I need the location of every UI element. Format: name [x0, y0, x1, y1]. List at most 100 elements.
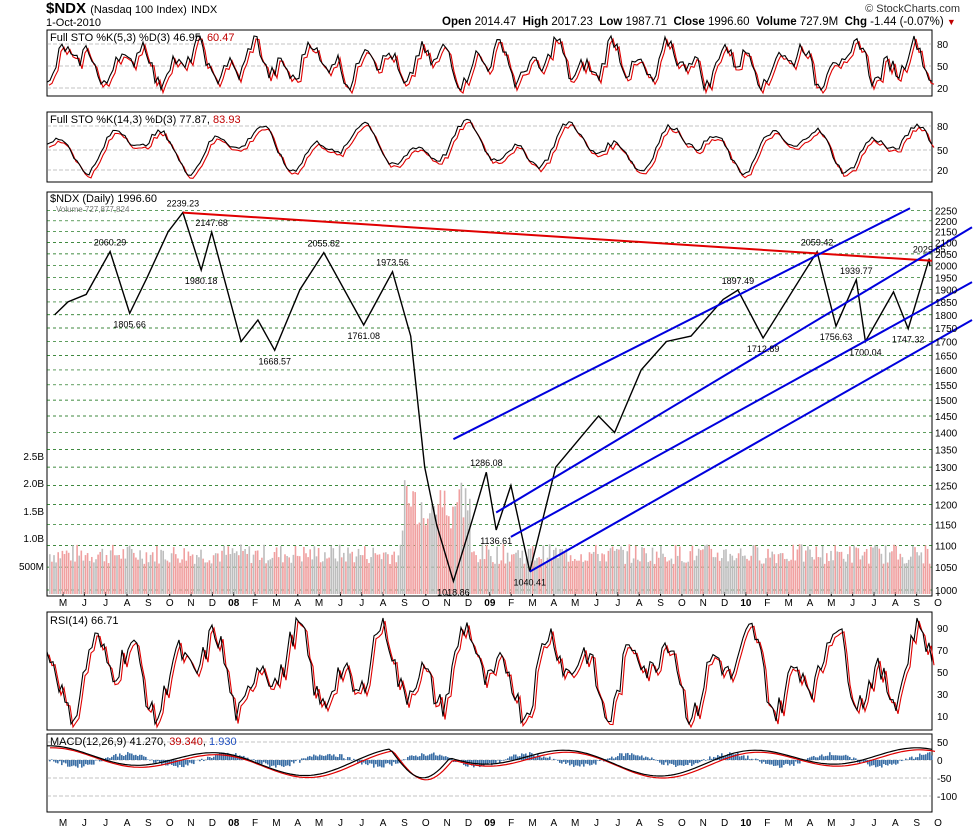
volume-bar — [626, 551, 629, 594]
macd-histogram-bar — [133, 755, 135, 760]
volume-bar — [874, 545, 876, 594]
volume-bar — [597, 553, 599, 594]
macd-histogram-bar — [693, 760, 695, 765]
price-tick: 2000 — [935, 261, 958, 272]
macd-histogram-bar — [925, 754, 927, 760]
macd-histogram-bar — [129, 753, 131, 760]
macd-histogram-bar — [863, 760, 865, 763]
volume-bar — [219, 561, 221, 594]
volume-bar — [471, 552, 473, 594]
volume-bar — [672, 563, 675, 594]
macd-histogram-bar — [379, 760, 381, 767]
volume-bar — [645, 553, 647, 594]
macd-histogram-bar — [727, 754, 729, 760]
volume-bar — [920, 552, 923, 594]
ohlc-readout: Open 2014.47 High 2017.23 Low 1987.71 Cl… — [442, 16, 956, 28]
volume-bar — [122, 549, 125, 594]
volume-bar — [217, 553, 219, 594]
month-label: D — [209, 598, 216, 609]
volume-bar — [769, 557, 771, 594]
volume-bar — [895, 545, 897, 594]
macd-tick: 0 — [937, 756, 943, 767]
macd-histogram-bar — [303, 758, 305, 760]
month-label: A — [892, 598, 899, 609]
macd-histogram-bar — [897, 760, 899, 764]
price-annotation: 2239.23 — [167, 199, 200, 209]
macd-histogram-bar — [503, 760, 505, 761]
volume-bar — [899, 553, 902, 594]
macd-histogram-bar — [179, 760, 181, 765]
volume-bar — [542, 545, 545, 594]
volume-bar — [844, 561, 847, 594]
macd-histogram-bar — [57, 760, 59, 764]
month-label: J — [594, 818, 599, 829]
price-tick: 1050 — [935, 563, 958, 574]
price-tick: 2050 — [935, 250, 958, 261]
volume-bar — [422, 518, 425, 594]
volume-bar — [97, 554, 99, 594]
price-tick: 1150 — [935, 521, 957, 532]
macd-histogram-bar — [705, 760, 707, 761]
volume-bar — [790, 559, 792, 594]
resistance-trendline — [182, 211, 933, 262]
volume-bar — [889, 552, 891, 594]
macd-histogram-bar — [647, 757, 649, 760]
macd-histogram-bar — [799, 760, 801, 764]
volume-bar — [275, 547, 278, 594]
volume-bar — [70, 560, 72, 594]
macd-histogram-bar — [675, 760, 677, 767]
macd-histogram-bar — [343, 758, 345, 760]
month-label: N — [187, 598, 194, 609]
macd-histogram-bar — [651, 757, 653, 760]
macd-histogram-bar — [531, 753, 533, 760]
month-label: N — [444, 598, 451, 609]
volume-bar — [498, 563, 500, 594]
volume-bar — [53, 555, 55, 594]
volume-bar — [206, 562, 209, 594]
volume-bar — [223, 545, 225, 594]
volume-bar — [202, 558, 204, 594]
price-annotation: 1286.08 — [470, 458, 503, 468]
macd-histogram-bar — [501, 760, 503, 761]
macd-histogram-bar — [549, 756, 551, 760]
volume-bar — [693, 560, 696, 594]
macd-histogram-bar — [173, 760, 175, 766]
macd-histogram-bar — [91, 760, 93, 765]
macd-histogram-bar — [331, 755, 333, 760]
volume-bar — [700, 550, 702, 594]
volume-bar — [773, 554, 776, 594]
volume-bar — [172, 547, 175, 594]
volume-bar — [859, 559, 862, 594]
volume-bar — [660, 545, 662, 594]
volume-bar — [322, 561, 324, 594]
volume-bar — [716, 552, 719, 594]
macd-histogram-bar — [919, 753, 921, 760]
macd-histogram-bar — [661, 760, 663, 765]
volume-bar — [847, 554, 849, 594]
month-label: F — [764, 598, 770, 609]
macd-histogram-bar — [745, 758, 747, 760]
macd-histogram-bar — [169, 760, 171, 765]
macd-histogram-bar — [713, 756, 715, 760]
volume-bar — [861, 555, 864, 594]
volume-bar — [664, 556, 666, 594]
macd-histogram-bar — [289, 760, 291, 767]
volume-bar — [120, 558, 122, 594]
macd-histogram-bar — [699, 760, 701, 763]
macd-histogram-bar — [321, 755, 323, 760]
volume-bar — [754, 545, 757, 594]
macd-histogram-bar — [633, 754, 635, 760]
sto1-k-line — [46, 34, 933, 92]
month-label: O — [678, 598, 686, 609]
volume-bar — [494, 563, 496, 594]
macd-histogram-bar — [223, 752, 225, 760]
volume-bar — [170, 553, 173, 594]
volume-bar — [649, 560, 652, 594]
volume-bar — [445, 515, 448, 594]
macd-histogram-bar — [121, 755, 123, 760]
macd-histogram-bar — [189, 760, 191, 763]
volume-bar — [628, 544, 631, 594]
volume-bar — [112, 544, 114, 594]
macd-histogram-bar — [145, 756, 147, 760]
volume-bar — [368, 562, 370, 594]
